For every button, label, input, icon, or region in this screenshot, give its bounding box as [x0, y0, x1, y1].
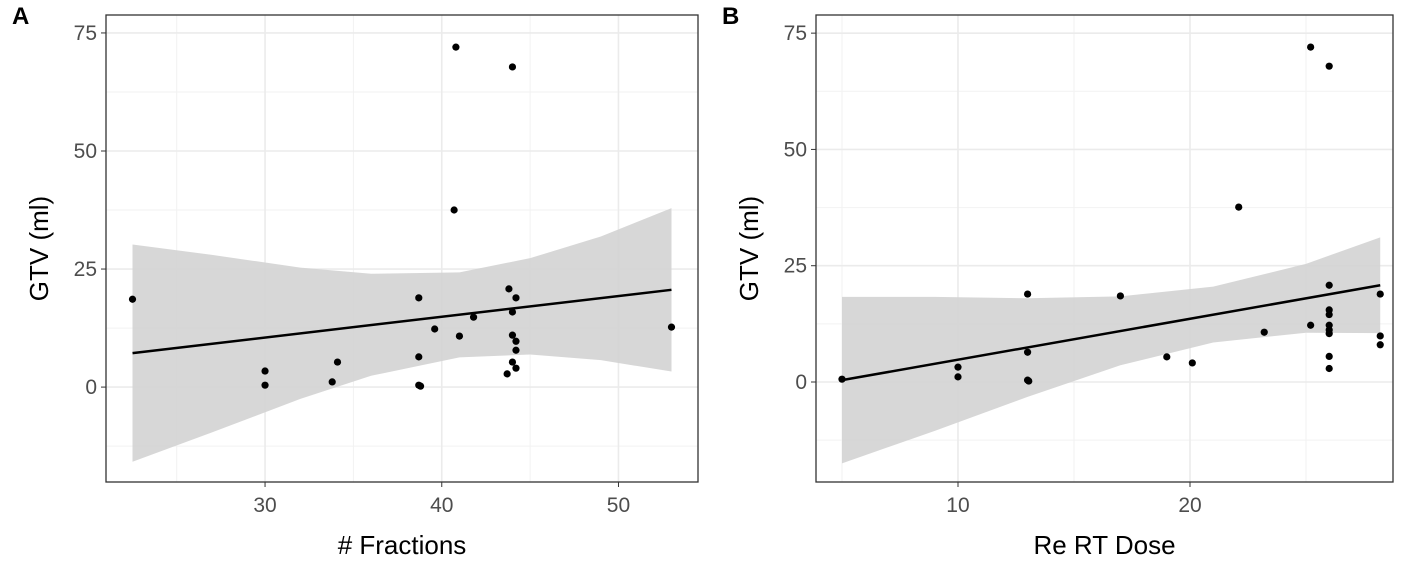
y-tick-label: 25 — [784, 255, 807, 278]
data-point — [1325, 281, 1333, 289]
data-point — [416, 382, 425, 390]
data-point — [512, 346, 520, 354]
data-point — [503, 370, 511, 378]
x-tick-label: 20 — [1178, 494, 1201, 517]
data-point — [505, 285, 513, 293]
data-point — [1325, 62, 1333, 70]
data-point — [512, 364, 520, 372]
data-point — [1376, 290, 1384, 298]
y-tick-label: 0 — [85, 376, 97, 399]
data-point — [333, 358, 342, 366]
y-tick-label: 50 — [74, 140, 97, 163]
data-point — [452, 43, 460, 51]
x-tick-label: 10 — [946, 494, 969, 517]
confidence-band — [132, 208, 672, 462]
data-point — [954, 373, 962, 381]
data-point — [1307, 321, 1315, 329]
data-point — [508, 358, 517, 366]
panel-border — [815, 14, 1394, 483]
data-point — [1025, 377, 1033, 385]
data-point — [512, 337, 520, 345]
data-point — [1260, 328, 1268, 336]
data-point — [1307, 43, 1315, 51]
panel-border — [105, 14, 699, 483]
x-axis-title: Re RT Dose — [1033, 530, 1175, 560]
data-point — [469, 313, 478, 321]
data-point — [450, 206, 458, 214]
panel-label: B — [722, 3, 739, 30]
x-tick-label: 50 — [607, 494, 630, 517]
y-tick-label: 75 — [74, 22, 97, 45]
y-tick-label: 75 — [784, 22, 807, 45]
data-point — [1235, 203, 1243, 211]
data-point — [1188, 359, 1196, 367]
data-point — [954, 363, 962, 371]
data-point — [328, 378, 336, 386]
data-point — [1376, 341, 1384, 349]
data-point — [838, 375, 846, 383]
panel-label: A — [12, 3, 29, 30]
confidence-band — [841, 237, 1381, 464]
data-point — [1325, 310, 1333, 319]
fit-line — [132, 288, 672, 355]
data-point — [128, 295, 137, 303]
y-axis-title: GTV (ml) — [24, 196, 54, 301]
x-tick-label: 40 — [430, 494, 453, 517]
x-tick-label: 30 — [253, 494, 276, 517]
y-tick-label: 0 — [795, 371, 807, 394]
data-point — [1116, 292, 1124, 300]
data-point — [508, 308, 517, 316]
data-point — [455, 332, 464, 340]
fit-line — [841, 284, 1381, 382]
data-point — [261, 381, 269, 389]
data-point — [415, 353, 423, 361]
y-axis-title: GTV (ml) — [734, 196, 764, 301]
data-point — [261, 367, 269, 375]
data-point — [508, 63, 517, 71]
data-point — [1023, 290, 1032, 298]
data-point — [512, 294, 520, 302]
x-axis-title: # Fractions — [338, 530, 467, 560]
data-point — [667, 323, 676, 331]
data-point — [431, 325, 439, 333]
data-point — [1376, 332, 1384, 340]
data-point — [1325, 352, 1333, 361]
data-point — [508, 331, 517, 339]
data-point — [1163, 353, 1171, 361]
y-tick-label: 25 — [74, 258, 97, 281]
data-point — [415, 294, 423, 302]
data-point — [1023, 348, 1032, 356]
y-tick-label: 50 — [784, 138, 807, 161]
data-point — [1325, 364, 1333, 373]
data-point — [1325, 330, 1333, 338]
